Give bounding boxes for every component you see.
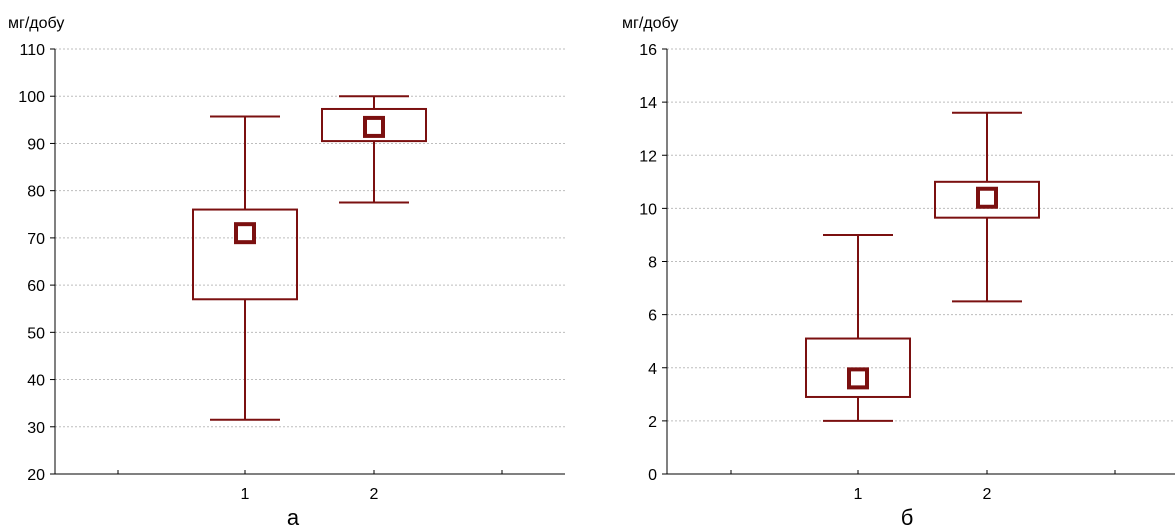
y-tick-label: 60 (27, 278, 45, 295)
y-tick-label: 110 (19, 42, 45, 59)
x-tick-label: 1 (854, 486, 863, 503)
y-axis-unit-label: мг/добу (622, 15, 678, 32)
y-tick-label: 6 (648, 308, 657, 325)
box-body (805, 337, 911, 398)
y-tick-label: 16 (639, 42, 657, 59)
y-tick-label: 90 (27, 136, 45, 153)
chart-a: 20 30 40 50 60 70 80 90 100 110 мг/добу а 1 2 (8, 15, 565, 530)
y-tick-label: 4 (648, 361, 657, 378)
box-body (934, 180, 1040, 219)
median-marker (976, 186, 998, 209)
y-axis-unit-label: мг/добу (8, 15, 64, 32)
median-marker (847, 367, 869, 390)
y-tick-label: 30 (27, 420, 45, 437)
panel-caption: а (287, 505, 300, 530)
y-tick-label: 100 (18, 89, 45, 106)
panel-caption: б (901, 505, 914, 530)
y-tick-label: 14 (639, 95, 657, 112)
box-body (192, 208, 298, 301)
median-marker (234, 222, 256, 245)
y-tick-label: 8 (648, 255, 657, 272)
y-tick-label: 40 (27, 373, 45, 390)
box-body (321, 107, 427, 143)
x-tick-label: 2 (370, 486, 379, 503)
y-tick-label: 2 (648, 414, 657, 431)
y-tick-label: 12 (639, 148, 657, 165)
median-marker (363, 115, 385, 138)
y-tick-label: 0 (648, 467, 657, 484)
y-tick-label: 20 (27, 467, 45, 484)
x-tick-label: 2 (983, 486, 992, 503)
y-tick-label: 50 (27, 325, 45, 342)
y-tick-label: 70 (27, 231, 45, 248)
x-tick-label: 1 (241, 486, 250, 503)
y-tick-label: 10 (639, 201, 657, 218)
y-tick-label: 80 (27, 184, 45, 201)
